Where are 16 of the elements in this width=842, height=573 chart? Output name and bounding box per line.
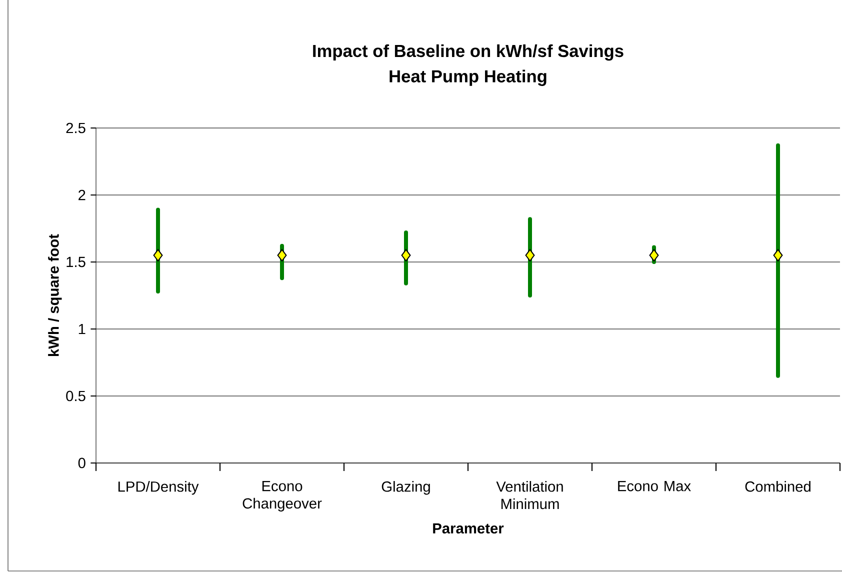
y-tick-label: 1.5 bbox=[66, 256, 86, 268]
y-tick-label: 2 bbox=[78, 190, 86, 200]
x-tick-label: Econo Changeover bbox=[242, 481, 322, 512]
chart-subtitle: Heat Pump Heating bbox=[390, 70, 546, 86]
x-tick-label: Ventilation Minimum bbox=[496, 481, 563, 510]
x-tick-label: Combined bbox=[745, 481, 810, 492]
x-tick-label: Glazing bbox=[382, 481, 430, 495]
x-axis-title: Parameter bbox=[433, 523, 504, 534]
y-tick-label: 0.5 bbox=[66, 390, 86, 402]
chart-title: Impact of Baseline on kWh/sf Savings bbox=[313, 44, 624, 61]
x-tick-label: Econo Max bbox=[618, 481, 691, 492]
y-axis-title: kWh / square foot bbox=[48, 234, 62, 356]
y-tick-label: 0 bbox=[78, 458, 86, 468]
y-tick-label: 2.5 bbox=[66, 122, 86, 134]
y-tick-label: 1 bbox=[78, 324, 86, 334]
x-tick-label: LPD/Density bbox=[118, 481, 199, 495]
